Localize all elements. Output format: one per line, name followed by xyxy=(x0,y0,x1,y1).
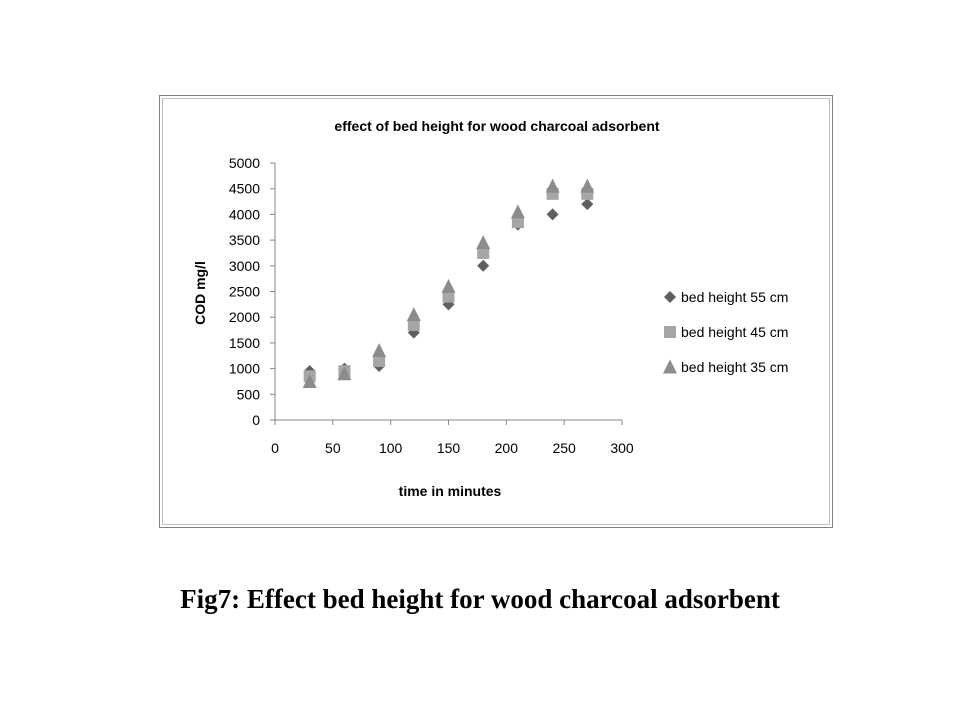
legend-item: bed height 45 cm xyxy=(664,324,788,340)
x-tick-label: 150 xyxy=(437,440,461,456)
chart-title: effect of bed height for wood charcoal a… xyxy=(334,118,659,134)
y-tick-label: 2000 xyxy=(229,309,260,325)
y-tick-label: 5000 xyxy=(229,155,260,171)
marks-layer xyxy=(302,178,595,388)
legend-item: bed height 55 cm xyxy=(664,289,788,305)
legend-label: bed height 45 cm xyxy=(681,324,788,340)
legend-label: bed height 55 cm xyxy=(681,289,788,305)
scatter-chart: effect of bed height for wood charcoal a… xyxy=(192,118,788,499)
y-axis-label: COD mg/l xyxy=(192,261,208,325)
y-tick-label: 2500 xyxy=(229,284,260,300)
y-tick-label: 500 xyxy=(237,386,261,402)
y-tick-label: 4000 xyxy=(229,206,260,222)
data-point-triangle xyxy=(476,235,491,250)
y-tick-label: 4500 xyxy=(229,181,260,197)
legend-marker-square xyxy=(664,326,676,338)
data-point-triangle xyxy=(372,343,387,358)
data-point-diamond xyxy=(546,208,559,221)
data-point-triangle xyxy=(510,204,525,219)
y-tick-label: 1000 xyxy=(229,361,260,377)
x-tick-label: 100 xyxy=(379,440,403,456)
y-tick-label: 0 xyxy=(252,412,260,428)
data-point-triangle xyxy=(337,366,352,381)
legend-label: bed height 35 cm xyxy=(681,359,788,375)
data-point-diamond xyxy=(477,259,490,272)
x-tick-label: 200 xyxy=(495,440,519,456)
data-point-square xyxy=(442,290,455,303)
data-point-triangle xyxy=(406,307,421,322)
y-tick-label: 1500 xyxy=(229,335,260,351)
data-point-square xyxy=(511,216,524,229)
y-tick-label: 3500 xyxy=(229,232,260,248)
data-point-square xyxy=(407,318,420,331)
data-point-square xyxy=(373,354,386,367)
x-tick-label: 0 xyxy=(271,440,279,456)
chart-frame: effect of bed height for wood charcoal a… xyxy=(159,95,833,528)
data-point-triangle xyxy=(302,373,317,388)
x-tick-label: 50 xyxy=(325,440,341,456)
legend-marker-diamond xyxy=(664,291,676,303)
legend: bed height 55 cm bed height 45 cm bed heig… xyxy=(663,289,788,375)
series-triangle xyxy=(302,178,595,388)
y-axis-label-group: COD mg/l xyxy=(192,261,208,325)
data-point-triangle xyxy=(545,178,560,193)
data-point-diamond xyxy=(581,198,594,211)
y-tick-label: 3000 xyxy=(229,258,260,274)
axes-layer: 0500100015002000250030003500400045005000… xyxy=(229,155,634,456)
legend-item: bed height 35 cm xyxy=(663,359,788,375)
legend-marker-triangle xyxy=(663,359,677,374)
x-tick-label: 300 xyxy=(610,440,634,456)
x-axis-label: time in minutes xyxy=(399,483,502,499)
chart-frame-inner-border xyxy=(162,98,830,525)
data-point-square xyxy=(477,246,490,259)
data-point-triangle xyxy=(441,278,456,293)
figure-caption: Fig7: Effect bed height for wood charcoa… xyxy=(180,584,780,614)
x-tick-label: 250 xyxy=(552,440,576,456)
data-point-triangle xyxy=(580,178,595,193)
